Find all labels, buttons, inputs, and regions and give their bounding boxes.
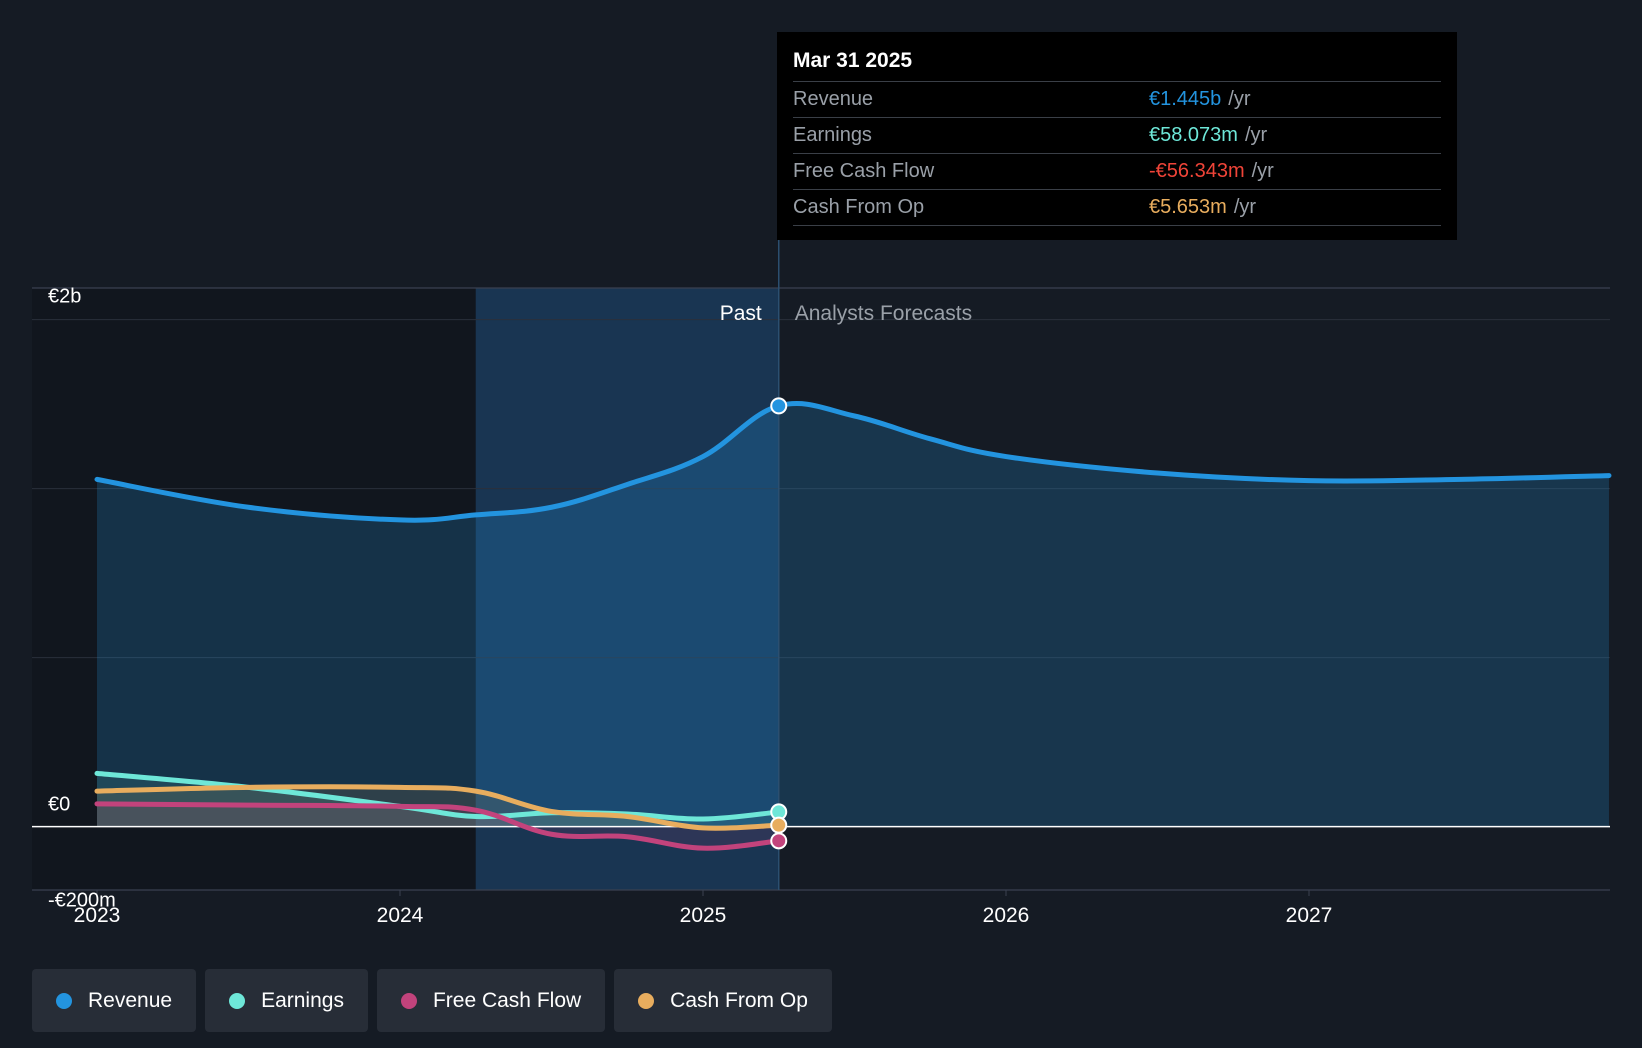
tooltip-label: Free Cash Flow	[793, 160, 935, 182]
y-axis-labels: €2b €0 -€200m	[48, 286, 116, 912]
free-cash-flow-dot-icon	[400, 992, 417, 1009]
x-tick-label: 2024	[377, 904, 424, 927]
tooltip-date: Mar 31 2025	[793, 46, 1441, 82]
tooltip-label: Earnings	[793, 124, 872, 146]
x-tick-label: 2026	[983, 904, 1030, 927]
tooltip-row-free-cash-flow: Free Cash Flow -€56.343m /yr	[793, 154, 1441, 190]
x-tick-label: 2023	[74, 904, 121, 927]
grid-lines	[32, 287, 1610, 896]
y-tick-label: €2b	[48, 286, 81, 308]
revenue-area	[97, 403, 1609, 827]
y-tick-label: €0	[48, 794, 70, 816]
legend-item-revenue[interactable]: Revenue	[32, 969, 197, 1032]
series-lines	[94, 401, 1612, 851]
tooltip-row-cash-from-op: Cash From Op €5.653m /yr	[793, 190, 1441, 226]
tooltip-label: Revenue	[793, 88, 874, 110]
past-label: Past	[720, 302, 762, 325]
tooltip-unit: /yr	[1228, 88, 1251, 110]
free-cash-flow-line	[94, 801, 782, 851]
tooltip-value: -€56.343m	[1149, 160, 1245, 182]
legend-label: Revenue	[88, 988, 173, 1012]
cash-from-op-marker[interactable]	[770, 816, 788, 834]
forecast-label: Analysts Forecasts	[795, 302, 972, 325]
cash-from-op-line	[94, 784, 782, 831]
tooltip-value: €58.073m	[1149, 124, 1238, 146]
series-markers	[770, 397, 788, 850]
tooltip-row-earnings: Earnings €58.073m /yr	[793, 118, 1441, 154]
tooltip-unit: /yr	[1233, 196, 1257, 218]
y-tick-label: -€200m	[48, 889, 116, 911]
past-region-highlight	[475, 288, 779, 890]
x-axis-labels: 2023 2024 2025 2026 2027	[74, 904, 1333, 927]
legend-label: Free Cash Flow	[432, 988, 582, 1012]
revenue-line	[94, 401, 1612, 523]
x-tick-label: 2027	[1286, 904, 1333, 927]
tooltip-row-revenue: Revenue €1.445b /yr	[793, 82, 1441, 118]
legend-label: Cash From Op	[670, 988, 808, 1012]
data-tooltip: Mar 31 2025 Revenue €1.445b /yr Earnings…	[777, 32, 1457, 240]
tooltip-unit: /yr	[1244, 124, 1268, 146]
legend-item-free-cash-flow[interactable]: Free Cash Flow	[376, 969, 606, 1032]
cash-from-op-dot-icon	[638, 992, 655, 1009]
tooltip-value: €5.653m	[1149, 196, 1227, 218]
revenue-dot-icon	[56, 992, 72, 1009]
chart-legend: Revenue Earnings Free Cash Flow Cash Fro…	[32, 969, 832, 1032]
tooltip-unit: /yr	[1251, 160, 1274, 182]
legend-item-earnings[interactable]: Earnings	[205, 969, 368, 1032]
tooltip-label: Cash From Op	[793, 196, 925, 218]
free-cash-flow-marker[interactable]	[770, 832, 788, 850]
tooltip-value: €1.445b	[1149, 88, 1222, 110]
legend-item-cash-from-op[interactable]: Cash From Op	[614, 969, 832, 1032]
revenue-marker[interactable]	[770, 397, 788, 415]
legend-label: Earnings	[261, 988, 344, 1012]
earnings-dot-icon	[229, 992, 246, 1009]
x-tick-label: 2025	[680, 904, 727, 927]
